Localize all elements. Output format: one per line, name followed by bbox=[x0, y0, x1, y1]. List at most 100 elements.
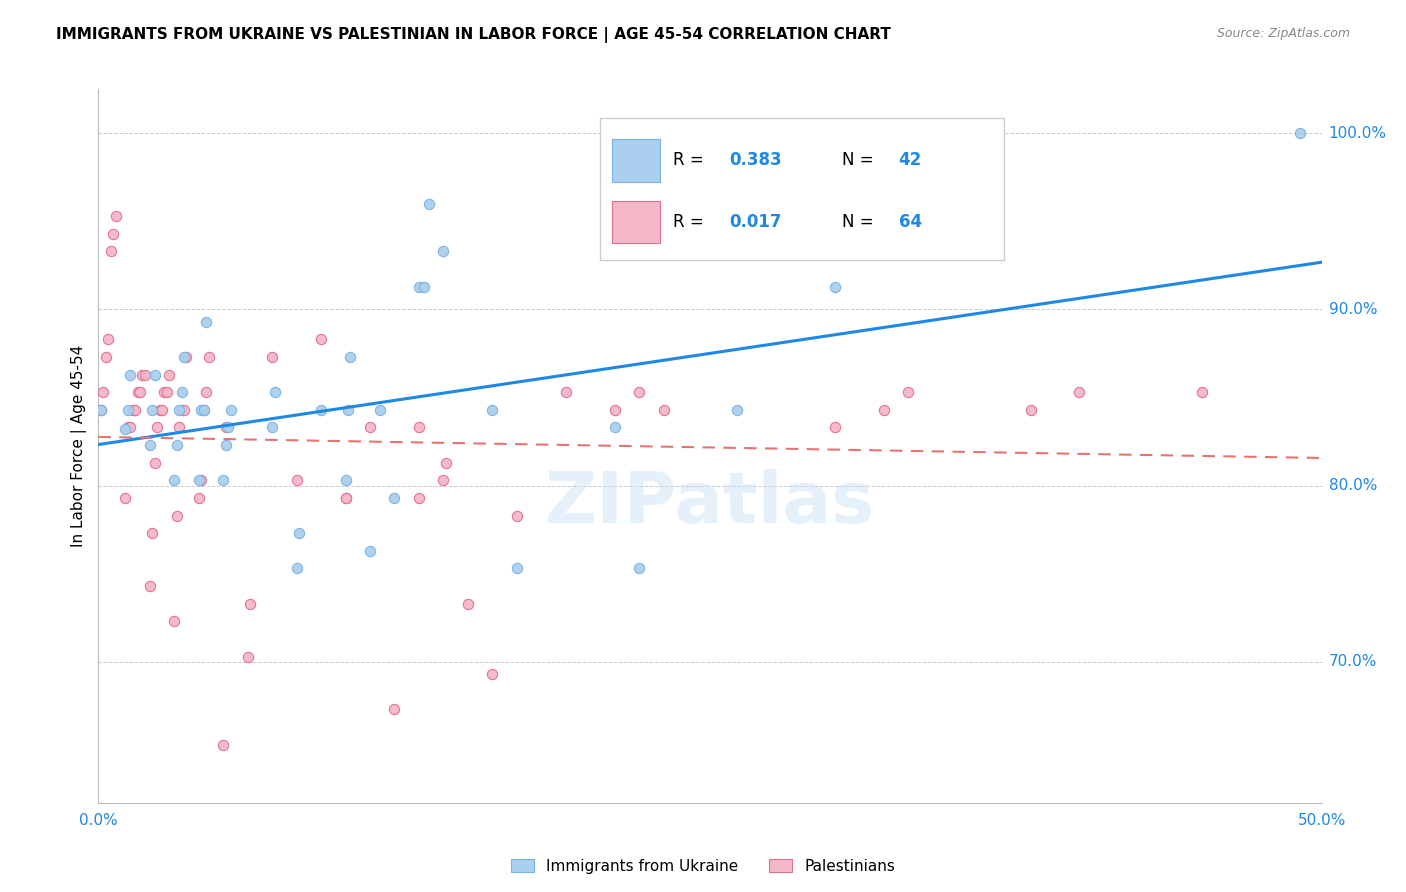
Point bbox=[117, 403, 139, 417]
Point bbox=[309, 403, 332, 417]
Point bbox=[114, 491, 136, 505]
Point bbox=[725, 403, 748, 417]
Point bbox=[481, 403, 503, 417]
Point bbox=[157, 368, 180, 382]
Point bbox=[120, 420, 142, 434]
Point bbox=[139, 579, 162, 593]
Point bbox=[163, 474, 186, 488]
Point bbox=[1019, 403, 1042, 417]
Point bbox=[336, 403, 359, 417]
Point bbox=[143, 368, 166, 382]
Point bbox=[506, 561, 529, 575]
Text: 70.0%: 70.0% bbox=[1329, 655, 1376, 669]
Point bbox=[335, 491, 357, 505]
Point bbox=[652, 403, 675, 417]
Point bbox=[195, 315, 218, 329]
Point bbox=[285, 561, 308, 575]
Point bbox=[285, 474, 308, 488]
Text: Source: ZipAtlas.com: Source: ZipAtlas.com bbox=[1216, 27, 1350, 40]
Point bbox=[339, 350, 361, 364]
Point bbox=[335, 474, 357, 488]
Point bbox=[457, 597, 479, 611]
Point bbox=[193, 403, 215, 417]
Point bbox=[167, 420, 190, 434]
Point bbox=[628, 561, 651, 575]
Point bbox=[481, 667, 503, 681]
Point bbox=[131, 368, 153, 382]
Point bbox=[117, 420, 139, 434]
Point bbox=[97, 332, 120, 346]
Point bbox=[153, 385, 176, 400]
Point bbox=[156, 385, 179, 400]
Point bbox=[104, 209, 127, 223]
Point bbox=[134, 368, 156, 382]
Point bbox=[176, 350, 198, 364]
Point bbox=[432, 244, 454, 259]
Point bbox=[214, 420, 236, 434]
Point bbox=[212, 738, 235, 752]
Text: 80.0%: 80.0% bbox=[1329, 478, 1376, 493]
Point bbox=[197, 350, 219, 364]
Point bbox=[1069, 385, 1091, 400]
Point bbox=[603, 420, 626, 434]
Point bbox=[143, 456, 166, 470]
Point bbox=[1191, 385, 1213, 400]
Point bbox=[167, 403, 190, 417]
Point bbox=[236, 649, 259, 664]
Point bbox=[408, 279, 430, 293]
Text: ZIPatlas: ZIPatlas bbox=[546, 468, 875, 538]
Point bbox=[418, 196, 440, 211]
Point bbox=[127, 385, 149, 400]
Point bbox=[239, 597, 262, 611]
Point bbox=[359, 544, 381, 558]
Point bbox=[141, 403, 163, 417]
Point bbox=[173, 350, 195, 364]
Point bbox=[214, 438, 236, 452]
Point bbox=[384, 702, 406, 716]
Point bbox=[187, 474, 209, 488]
Point bbox=[262, 420, 284, 434]
Point bbox=[873, 403, 896, 417]
Point bbox=[335, 491, 357, 505]
Text: IMMIGRANTS FROM UKRAINE VS PALESTINIAN IN LABOR FORCE | AGE 45-54 CORRELATION CH: IMMIGRANTS FROM UKRAINE VS PALESTINIAN I… bbox=[56, 27, 891, 43]
Point bbox=[195, 385, 218, 400]
Point bbox=[288, 526, 311, 541]
Point bbox=[412, 279, 434, 293]
Point bbox=[91, 385, 114, 400]
Point bbox=[212, 474, 235, 488]
Point bbox=[90, 403, 112, 417]
Point bbox=[408, 420, 430, 434]
Legend: Immigrants from Ukraine, Palestinians: Immigrants from Ukraine, Palestinians bbox=[505, 853, 901, 880]
Point bbox=[170, 385, 193, 400]
Text: 90.0%: 90.0% bbox=[1329, 302, 1376, 317]
Point bbox=[146, 420, 169, 434]
Point bbox=[120, 368, 142, 382]
Point bbox=[139, 438, 162, 452]
Point bbox=[190, 403, 212, 417]
Y-axis label: In Labor Force | Age 45-54: In Labor Force | Age 45-54 bbox=[72, 345, 87, 547]
Point bbox=[187, 491, 209, 505]
Point bbox=[173, 403, 195, 417]
Point bbox=[217, 420, 239, 434]
Point bbox=[897, 385, 920, 400]
Point bbox=[94, 350, 117, 364]
Point bbox=[129, 385, 152, 400]
Point bbox=[114, 422, 136, 436]
Point bbox=[368, 403, 391, 417]
Point bbox=[1288, 126, 1310, 140]
Text: 100.0%: 100.0% bbox=[1329, 126, 1386, 141]
Point bbox=[149, 403, 172, 417]
Point bbox=[121, 403, 143, 417]
Point bbox=[603, 403, 626, 417]
Point bbox=[824, 279, 846, 293]
Point bbox=[359, 420, 381, 434]
Point bbox=[263, 385, 285, 400]
Point bbox=[384, 491, 406, 505]
Point bbox=[434, 456, 457, 470]
Point bbox=[163, 615, 186, 629]
Point bbox=[506, 508, 529, 523]
Point bbox=[262, 350, 284, 364]
Point bbox=[150, 403, 173, 417]
Point bbox=[309, 332, 332, 346]
Point bbox=[170, 403, 193, 417]
